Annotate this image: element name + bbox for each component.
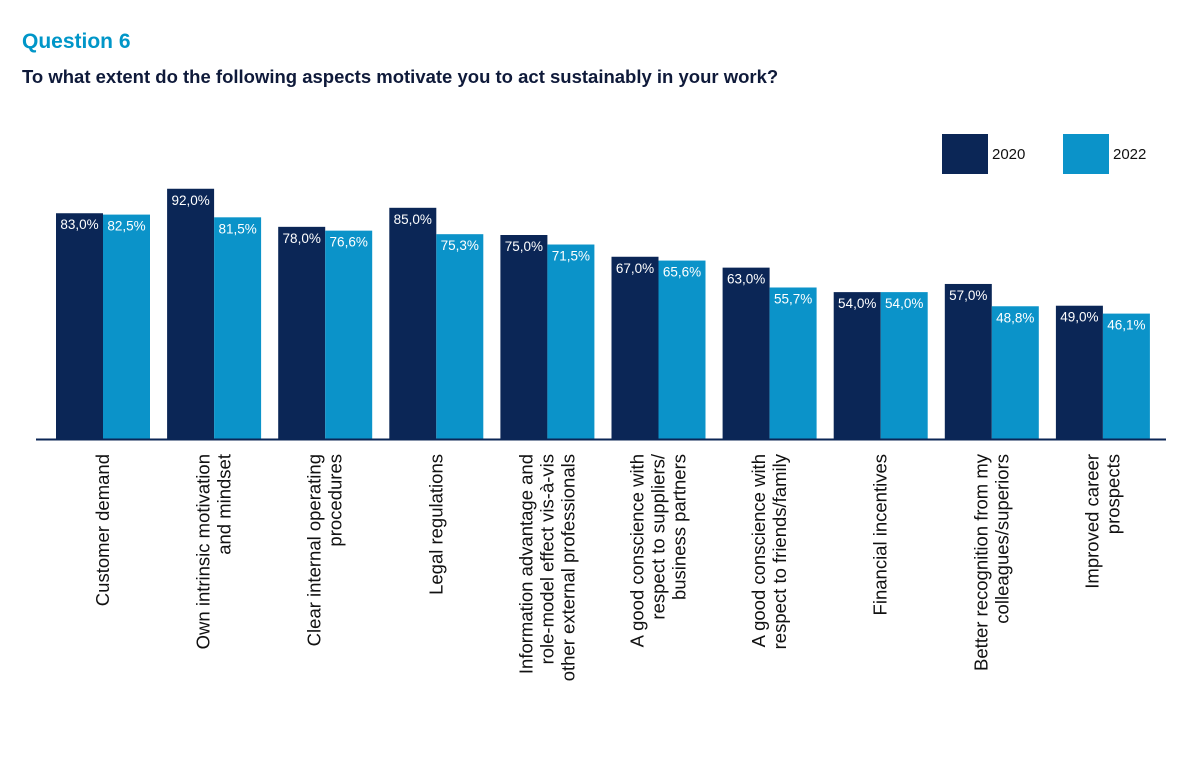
category-label-line: respect to friends/family: [769, 453, 790, 649]
bar-2022-9: [1102, 313, 1150, 439]
category-label-line: respect to suppliers/: [648, 453, 669, 619]
bar-2022-4: [547, 244, 595, 439]
bar-2022-3: [436, 234, 484, 439]
data-label-2022-8: 48,8%: [996, 310, 1034, 325]
bar-2020-2: [278, 226, 326, 439]
bar-2022-0: [103, 214, 150, 439]
data-label-2022-3: 75,3%: [441, 238, 479, 253]
bar-2020-0: [56, 213, 103, 439]
category-label-7: Financial incentives: [870, 454, 891, 615]
bar-2022-2: [325, 230, 373, 439]
data-label-2022-0: 82,5%: [107, 219, 145, 234]
data-label-2020-9: 49,0%: [1060, 310, 1098, 325]
category-label-1: Own intrinsic motivationand mindset: [193, 454, 235, 649]
category-label-line: Better recognition from my: [970, 453, 991, 671]
bar-2020-4: [500, 235, 548, 439]
legend-label-2022: 2022: [1113, 146, 1146, 163]
category-label-line: prospects: [1102, 454, 1123, 534]
data-label-2020-0: 83,0%: [60, 217, 98, 232]
bar-2020-5: [611, 256, 659, 439]
category-label-line: procedures: [325, 454, 346, 547]
data-label-2022-9: 46,1%: [1107, 318, 1145, 333]
bar-2020-8: [944, 283, 992, 439]
category-label-line: other external professionals: [557, 454, 578, 681]
data-label-2022-6: 55,7%: [774, 291, 812, 306]
category-label-line: Legal regulations: [425, 454, 446, 595]
bar-2020-3: [389, 207, 437, 439]
bar-2022-1: [214, 217, 262, 439]
bar-2022-7: [880, 292, 928, 439]
category-label-line: A good conscience with: [748, 454, 769, 647]
data-label-2022-5: 65,6%: [663, 265, 701, 280]
category-label-line: and mindset: [214, 454, 235, 555]
category-label-line: Financial incentives: [870, 454, 891, 615]
data-label-2022-4: 71,5%: [552, 249, 590, 264]
data-label-2020-4: 75,0%: [505, 239, 543, 254]
category-label-5: A good conscience withrespect to supplie…: [627, 453, 690, 647]
bar-2022-6: [769, 287, 817, 439]
category-label-8: Better recognition from mycolleagues/sup…: [970, 453, 1012, 671]
bar-2022-8: [991, 306, 1039, 439]
category-label-0: Customer demand: [92, 454, 113, 606]
category-label-line: business partners: [669, 454, 690, 600]
category-label-line: A good conscience with: [627, 454, 648, 647]
bar-2020-6: [722, 267, 770, 439]
category-label-2: Clear internal operatingprocedures: [304, 454, 346, 646]
category-label-line: Improved career: [1081, 454, 1102, 589]
category-label-line: Own intrinsic motivation: [193, 454, 214, 649]
category-label-line: colleagues/superiors: [991, 454, 1012, 624]
data-label-2020-6: 63,0%: [727, 272, 765, 287]
data-label-2020-5: 67,0%: [616, 261, 654, 276]
data-label-2022-2: 76,6%: [330, 235, 368, 250]
category-label-4: Information advantage androle-model effe…: [515, 454, 578, 681]
category-label-9: Improved careerprospects: [1081, 454, 1123, 589]
bar-2020-7: [833, 292, 881, 439]
category-label-6: A good conscience withrespect to friends…: [748, 453, 790, 649]
question-title: To what extent do the following aspects …: [22, 66, 779, 87]
category-label-line: Information advantage and: [515, 454, 536, 674]
category-label-line: Clear internal operating: [304, 454, 325, 646]
bar-2020-9: [1055, 305, 1103, 439]
category-label-3: Legal regulations: [425, 454, 446, 595]
data-label-2022-7: 54,0%: [885, 296, 923, 311]
question-label: Question 6: [22, 30, 131, 53]
legend-swatch-2022: [1063, 134, 1109, 174]
category-label-line: role-model effect vis-à-vis: [536, 454, 557, 664]
category-label-line: Customer demand: [92, 454, 113, 606]
data-label-2020-8: 57,0%: [949, 288, 987, 303]
data-label-2020-2: 78,0%: [283, 231, 321, 246]
legend-swatch-2020: [942, 134, 988, 174]
data-label-2020-7: 54,0%: [838, 296, 876, 311]
data-label-2020-1: 92,0%: [171, 193, 209, 208]
data-label-2022-1: 81,5%: [218, 221, 256, 236]
bar-2020-1: [167, 188, 215, 439]
bar-2022-5: [658, 260, 706, 439]
legend-label-2020: 2020: [992, 146, 1025, 163]
data-label-2020-3: 85,0%: [394, 212, 432, 227]
